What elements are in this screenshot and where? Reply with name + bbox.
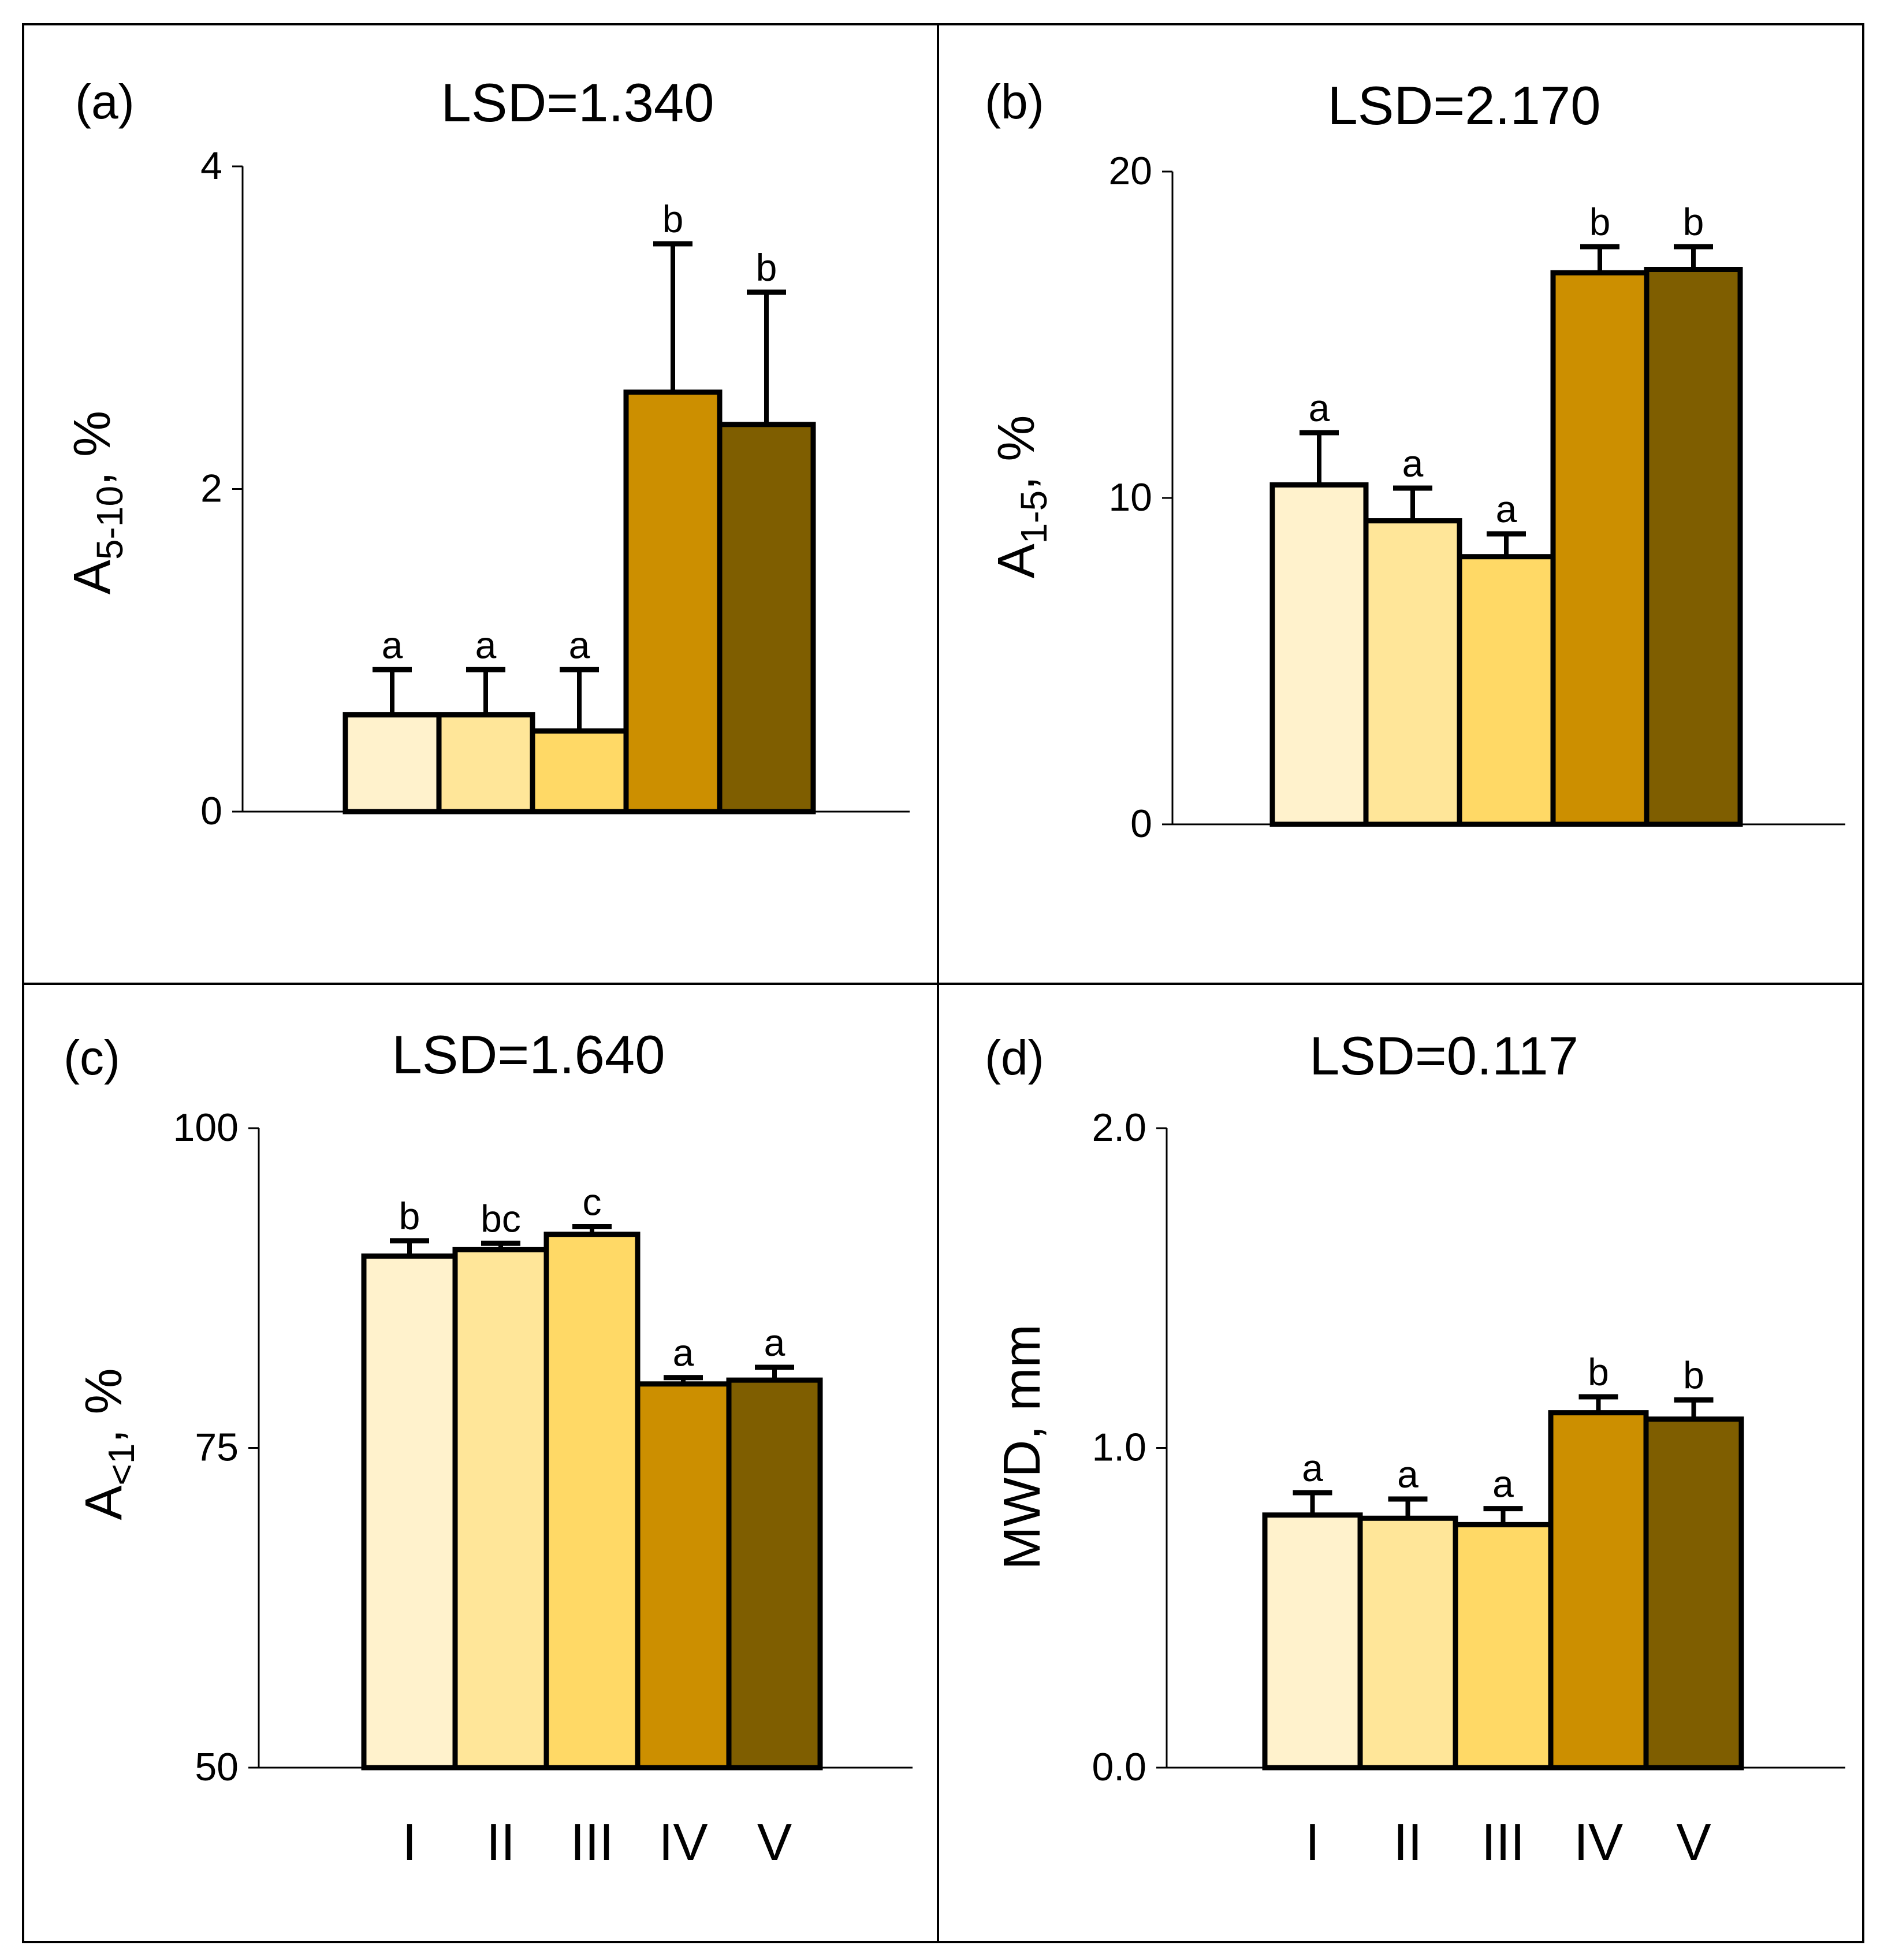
bar-III [1453, 1522, 1554, 1771]
panel-label: (b) [985, 75, 1044, 129]
y-axis-label-subscript: 1-5 [1013, 490, 1055, 544]
x-tick-label: V [1676, 1814, 1711, 1872]
y-axis-label-main: A [64, 560, 121, 594]
chart-panel-c: (c) LSD=1.640 50 75 100 A<1, % b Ibc II c III a IV a V [64, 1024, 913, 1872]
significance-letter: a [1492, 1463, 1514, 1505]
significance-letter: a [1302, 1446, 1323, 1489]
bar-V [1643, 1416, 1744, 1771]
chart-title: LSD=2.170 [1328, 75, 1601, 136]
y-axis-label: A5-10, % [64, 411, 131, 594]
y-tick-label: 10 [1108, 475, 1152, 519]
y-tick-label: 50 [195, 1745, 239, 1789]
significance-letter: bc [481, 1197, 521, 1240]
y-tick-label: 2.0 [1092, 1106, 1146, 1150]
significance-letter: a [764, 1321, 785, 1364]
bar-I [1269, 482, 1369, 827]
y-axis-label: A<1, % [75, 1368, 142, 1520]
x-tick-label: IV [658, 1814, 708, 1872]
y-axis-label-subscript: 5-10 [89, 486, 131, 560]
y-axis-label-subscript: <1 [100, 1444, 142, 1486]
chart-title: LSD=1.640 [392, 1024, 665, 1085]
y-tick-label: 2 [200, 467, 222, 511]
significance-letter: a [1309, 386, 1330, 429]
significance-letter: b [1589, 200, 1611, 243]
significance-letter: a [1397, 1453, 1418, 1496]
significance-letter: b [662, 198, 684, 240]
x-tick-label: V [757, 1814, 792, 1872]
x-tick-label: II [486, 1814, 515, 1872]
chart-title: LSD=1.340 [441, 72, 714, 133]
bar-IV [1548, 1410, 1649, 1771]
significance-letter: b [399, 1195, 420, 1237]
x-tick-label: II [1393, 1814, 1422, 1872]
significance-letter: c [583, 1180, 602, 1223]
bar-II [1363, 518, 1462, 827]
panel-label: (a) [75, 75, 135, 129]
significance-letter: b [756, 246, 777, 289]
x-tick-label: III [1481, 1814, 1525, 1872]
y-axis-label: MWD, mm [993, 1325, 1051, 1570]
y-axis-label: A1-5, % [988, 415, 1055, 579]
y-tick-label: 0.0 [1092, 1745, 1146, 1789]
y-tick-label: 100 [173, 1106, 239, 1150]
significance-letter: a [475, 623, 497, 666]
significance-letter: b [1683, 1353, 1704, 1396]
bar-II [452, 1247, 549, 1771]
bar-V [717, 422, 816, 815]
significance-letter: b [1683, 200, 1704, 243]
bar-II [436, 712, 535, 815]
y-tick-label: 20 [1108, 149, 1152, 193]
y-axis-label-unit: , % [75, 1368, 133, 1443]
x-tick-label: III [570, 1814, 613, 1872]
y-tick-label: 0 [200, 789, 222, 833]
bar-I [1262, 1512, 1363, 1771]
chart-title: LSD=0.117 [1309, 1025, 1578, 1086]
bar-IV [635, 1381, 732, 1771]
significance-letter: b [1588, 1351, 1609, 1393]
bar-IV [1550, 270, 1650, 827]
y-axis-label-main: MWD, mm [993, 1325, 1051, 1570]
panel-label: (d) [985, 1031, 1044, 1085]
bar-I [342, 712, 442, 815]
bar-II [1357, 1515, 1458, 1771]
significance-letter: a [1496, 488, 1517, 530]
bar-V [726, 1377, 823, 1771]
y-tick-label: 0 [1130, 802, 1152, 846]
bar-III [530, 728, 629, 815]
y-axis-label-unit: , % [64, 411, 121, 486]
panel-label: (c) [64, 1031, 120, 1085]
significance-letter: a [1402, 442, 1424, 485]
y-axis-label-unit: , % [988, 415, 1045, 490]
y-axis-label-main: A [75, 1485, 133, 1520]
chart-panel-a: (a) LSD=1.340 0 2 4 A5-10, % a a a b b [64, 72, 910, 833]
y-tick-label: 1.0 [1092, 1426, 1146, 1470]
x-tick-label: I [402, 1814, 416, 1872]
bar-I [361, 1253, 458, 1771]
bar-III [1457, 554, 1556, 827]
x-tick-label: I [1305, 1814, 1320, 1872]
chart-panel-b: (b) LSD=2.170 0 10 20 A1-5, % a a a b b [985, 75, 1845, 846]
significance-letter: a [382, 623, 403, 666]
y-tick-label: 75 [195, 1426, 239, 1470]
chart-panel-d: (d) LSD=0.117 0.0 1.0 2.0 MWD, mm a Ia II a III b IV… [985, 1025, 1845, 1872]
significance-letter: a [569, 623, 590, 666]
x-tick-label: IV [1574, 1814, 1623, 1872]
bar-V [1644, 267, 1743, 827]
bar-III [543, 1232, 641, 1771]
y-axis-label-main: A [988, 544, 1045, 578]
significance-letter: a [673, 1332, 694, 1374]
bar-IV [623, 389, 723, 815]
y-tick-label: 4 [200, 144, 222, 188]
